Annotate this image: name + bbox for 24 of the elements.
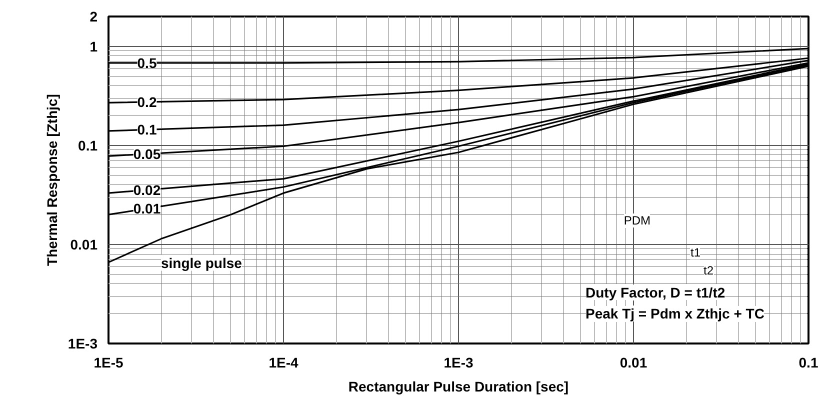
series-label: 0.2 — [137, 94, 157, 110]
y-tick-label: 1E-3 — [68, 336, 98, 352]
y-axis-title: Thermal Response [Zthjc] — [44, 94, 60, 266]
series-label: 0.05 — [133, 146, 161, 162]
annotation: t2 — [703, 264, 714, 278]
series-label: 0.02 — [133, 182, 161, 198]
annotation: PDM — [624, 214, 651, 228]
y-tick-label: 0.1 — [78, 137, 98, 154]
x-tick-label: 0.1 — [798, 354, 818, 370]
annotation: Duty Factor, D = t1/t2 — [586, 284, 726, 300]
y-tick-label: 1 — [90, 38, 98, 54]
x-axis-title: Rectangular Pulse Duration [sec] — [348, 378, 569, 394]
x-tick-label: 0.01 — [620, 354, 648, 370]
y-tick-label: 2 — [90, 8, 98, 24]
series-label: 0.01 — [133, 200, 161, 217]
annotation: t1 — [690, 246, 701, 260]
series-label: 0.1 — [137, 122, 157, 138]
x-tick-label: 1E-5 — [94, 354, 124, 370]
annotation: Peak Tj = Pdm x Zthjc + TC — [586, 306, 764, 322]
x-tick-label: 1E-3 — [444, 354, 474, 370]
series-label: 0.5 — [137, 54, 157, 71]
x-tick-label: 1E-4 — [268, 354, 298, 370]
y-tick-label: 0.01 — [70, 236, 98, 252]
series-label: single pulse — [161, 254, 242, 271]
